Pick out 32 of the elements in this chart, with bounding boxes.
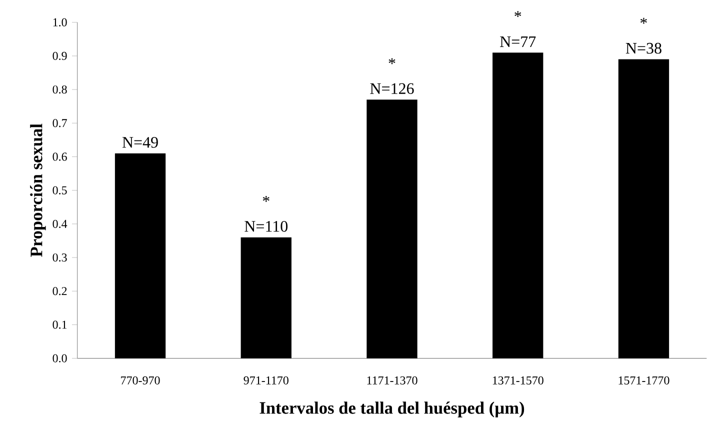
y-tick-label: 0.8 xyxy=(52,85,67,94)
annotation: N=77 xyxy=(500,36,536,47)
x-tick-label: 1171-1370 xyxy=(367,376,418,384)
bar xyxy=(492,52,544,358)
y-tick-label: 0.3 xyxy=(52,253,67,262)
y-tick-label: 0.7 xyxy=(52,119,67,128)
bar xyxy=(114,153,166,358)
y-tick-label: 0.5 xyxy=(52,186,67,194)
y-tick-label: 0.4 xyxy=(52,220,68,228)
y-tick-label: 0.1 xyxy=(52,320,67,329)
y-tick-label: 1.0 xyxy=(53,18,67,26)
x-tick-label: 1371-1570 xyxy=(492,376,544,384)
annotation: N=126 xyxy=(370,83,414,94)
y-tick-label: 0.2 xyxy=(52,287,67,296)
y-tick-label: 0.0 xyxy=(52,354,67,362)
x-axis-title: Intervalos de talla del huésped (µm) xyxy=(260,402,524,418)
x-tick-label: 770-970 xyxy=(121,376,160,384)
annotation: N=49 xyxy=(122,137,158,148)
annotation: * xyxy=(640,18,647,24)
x-tick-label: 1571-1770 xyxy=(618,376,670,384)
annotation: * xyxy=(262,196,270,202)
annotation: N=38 xyxy=(626,42,662,54)
bar xyxy=(366,100,418,358)
y-axis-title: Proporción sexual xyxy=(30,124,46,257)
annotation: * xyxy=(388,58,396,64)
y-tick-label: 0.9 xyxy=(52,52,67,60)
annotation: * xyxy=(514,11,522,18)
annotation: N=110 xyxy=(244,220,288,232)
bar xyxy=(618,59,670,358)
bar xyxy=(240,237,292,358)
y-tick-label: 0.6 xyxy=(52,152,67,161)
x-tick-label: 971-1170 xyxy=(244,376,288,384)
